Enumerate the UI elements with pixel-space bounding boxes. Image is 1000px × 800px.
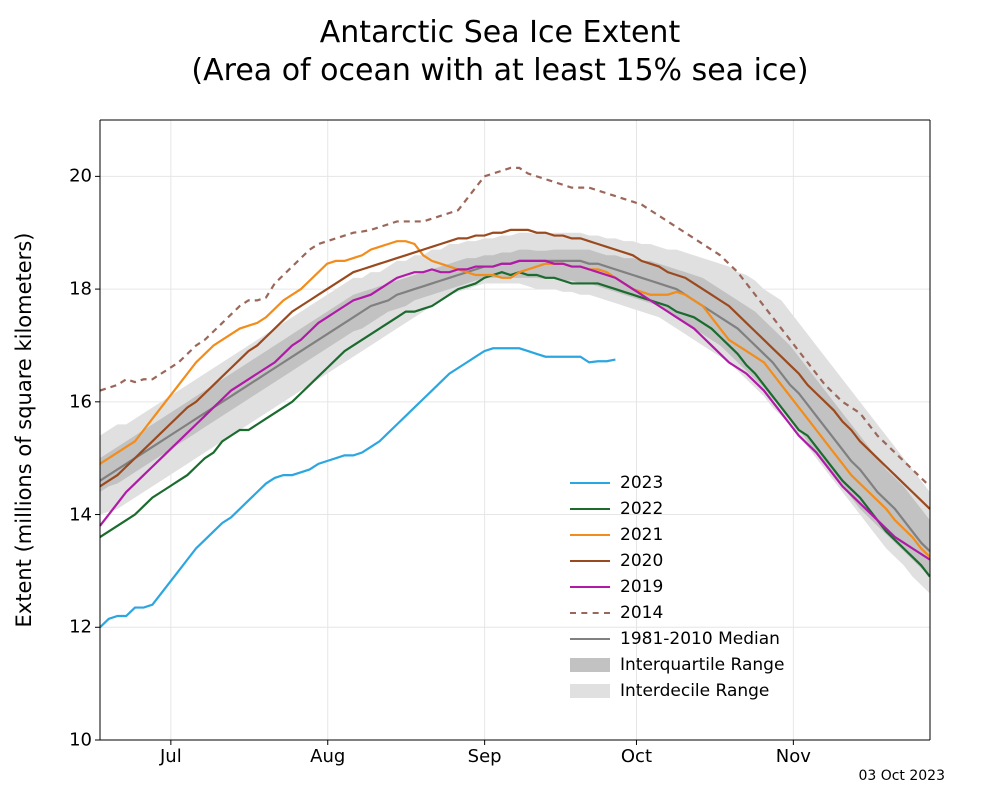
chart-title: Antarctic Sea Ice Extent (Area of ocean … <box>0 14 1000 89</box>
legend-item-interquartile-range: Interquartile Range <box>570 652 784 678</box>
legend-item-2022: 2022 <box>570 496 784 522</box>
legend-item-1981-2010-median: 1981-2010 Median <box>570 626 784 652</box>
ytick-20: 20 <box>32 166 92 187</box>
date-stamp: 03 Oct 2023 <box>858 768 945 784</box>
legend-swatch <box>570 473 610 493</box>
legend-item-2020: 2020 <box>570 548 784 574</box>
legend-swatch <box>570 577 610 597</box>
legend-label: Interquartile Range <box>620 655 784 675</box>
legend-label: 2020 <box>620 551 663 571</box>
legend-item-2019: 2019 <box>570 574 784 600</box>
legend-label: 2023 <box>620 473 663 493</box>
legend-label: Interdecile Range <box>620 681 769 701</box>
legend-swatch <box>570 603 610 623</box>
legend-item-2014: 2014 <box>570 600 784 626</box>
interquartile-band <box>100 250 930 577</box>
legend-label: 1981-2010 Median <box>620 629 780 649</box>
ytick-16: 16 <box>32 391 92 412</box>
plot-area <box>100 120 930 740</box>
legend-swatch <box>570 629 610 649</box>
plot-svg <box>100 120 930 740</box>
xtick-Sep: Sep <box>468 746 502 767</box>
ytick-12: 12 <box>32 617 92 638</box>
chart-container: Antarctic Sea Ice Extent (Area of ocean … <box>0 0 1000 800</box>
xtick-Aug: Aug <box>310 746 345 767</box>
legend-label: 2019 <box>620 577 663 597</box>
title-line-1: Antarctic Sea Ice Extent <box>320 15 680 50</box>
legend-swatch <box>570 658 610 672</box>
legend-item-interdecile-range: Interdecile Range <box>570 678 784 704</box>
y-axis-label: Extent (millions of square kilometers) <box>12 120 42 740</box>
legend: 2023 2022 2021 2020 2019 2014 1981-2010 Median… <box>570 470 784 704</box>
ytick-10: 10 <box>32 730 92 751</box>
ytick-18: 18 <box>32 279 92 300</box>
legend-swatch <box>570 684 610 698</box>
legend-label: 2014 <box>620 603 663 623</box>
xtick-Nov: Nov <box>776 746 811 767</box>
ytick-14: 14 <box>32 504 92 525</box>
xtick-Oct: Oct <box>621 746 652 767</box>
legend-label: 2021 <box>620 525 663 545</box>
series-2023 <box>100 348 615 627</box>
legend-swatch <box>570 551 610 571</box>
legend-label: 2022 <box>620 499 663 519</box>
legend-item-2023: 2023 <box>570 470 784 496</box>
legend-swatch <box>570 525 610 545</box>
title-line-2: (Area of ocean with at least 15% sea ice… <box>191 53 808 88</box>
legend-swatch <box>570 499 610 519</box>
xtick-Jul: Jul <box>160 746 182 767</box>
legend-item-2021: 2021 <box>570 522 784 548</box>
